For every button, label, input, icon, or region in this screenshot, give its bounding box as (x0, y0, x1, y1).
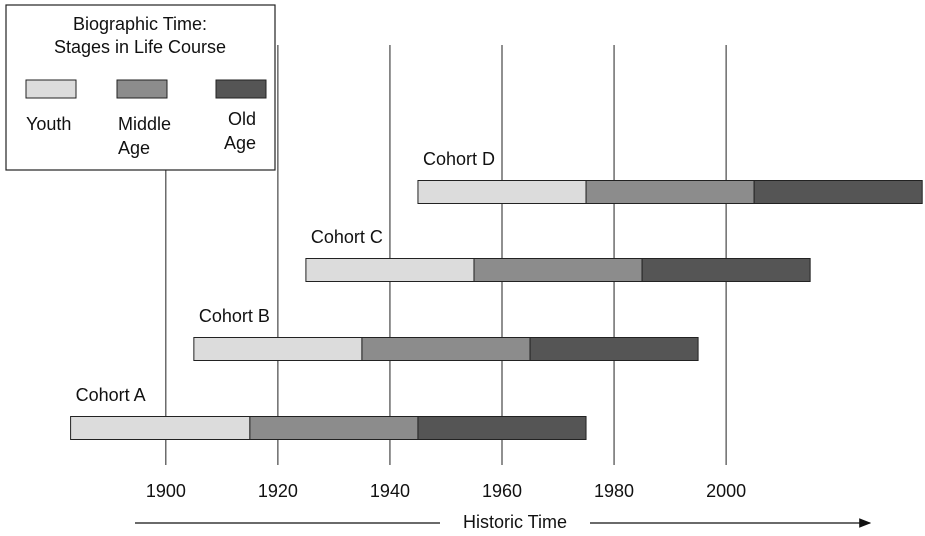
stage-segment (417, 416, 587, 440)
stage-segment (193, 337, 363, 361)
cohort-label: Cohort C (311, 227, 383, 247)
legend-swatch (116, 79, 168, 99)
legend-swatch (215, 79, 267, 99)
x-tick-label: 1920 (258, 481, 298, 501)
x-tick-label: 1940 (370, 481, 410, 501)
stage-segment (70, 416, 251, 440)
legend-label: Middle Age (118, 114, 171, 158)
stage-segment (585, 180, 755, 204)
stage-segment (417, 180, 587, 204)
x-axis-label: Historic Time (463, 512, 567, 532)
x-tick-label: 2000 (706, 481, 746, 501)
stage-segment (361, 337, 531, 361)
x-tick-label: 1980 (594, 481, 634, 501)
stage-segment (529, 337, 699, 361)
legend-title: Biographic Time: (73, 14, 207, 34)
stage-segment (305, 258, 475, 282)
x-tick-label: 1960 (482, 481, 522, 501)
legend-swatch (25, 79, 77, 99)
stage-segment (641, 258, 811, 282)
stage-segment (753, 180, 923, 204)
stage-segment (473, 258, 643, 282)
x-tick-label: 1900 (146, 481, 186, 501)
stage-segment (249, 416, 419, 440)
legend-label: Youth (26, 114, 71, 134)
cohort-label: Cohort B (199, 306, 270, 326)
cohort-label: Cohort D (423, 149, 495, 169)
legend-title: Stages in Life Course (54, 37, 226, 57)
cohort-label: Cohort A (76, 385, 146, 405)
legend-label: Old Age (224, 109, 256, 153)
